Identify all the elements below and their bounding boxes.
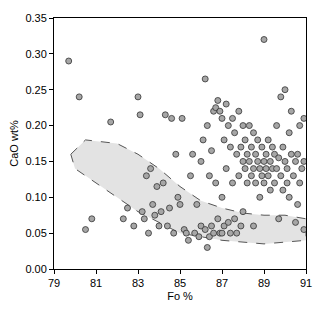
svg-text:83: 83 (132, 277, 144, 289)
svg-text:0.00: 0.00 (25, 263, 46, 275)
svg-text:0.35: 0.35 (25, 12, 46, 24)
svg-text:0.20: 0.20 (25, 119, 46, 131)
svg-text:81: 81 (90, 277, 102, 289)
svg-text:Fo %: Fo % (167, 290, 193, 302)
svg-text:0.05: 0.05 (25, 227, 46, 239)
svg-text:85: 85 (174, 277, 186, 289)
svg-text:89: 89 (258, 277, 270, 289)
svg-text:CaO wt%: CaO wt% (8, 120, 20, 167)
svg-text:0.30: 0.30 (25, 48, 46, 60)
svg-text:0.15: 0.15 (25, 155, 46, 167)
svg-text:0.10: 0.10 (25, 191, 46, 203)
svg-text:79: 79 (48, 277, 60, 289)
svg-text:0.25: 0.25 (25, 84, 46, 96)
svg-text:87: 87 (216, 277, 228, 289)
svg-text:91: 91 (300, 277, 312, 289)
